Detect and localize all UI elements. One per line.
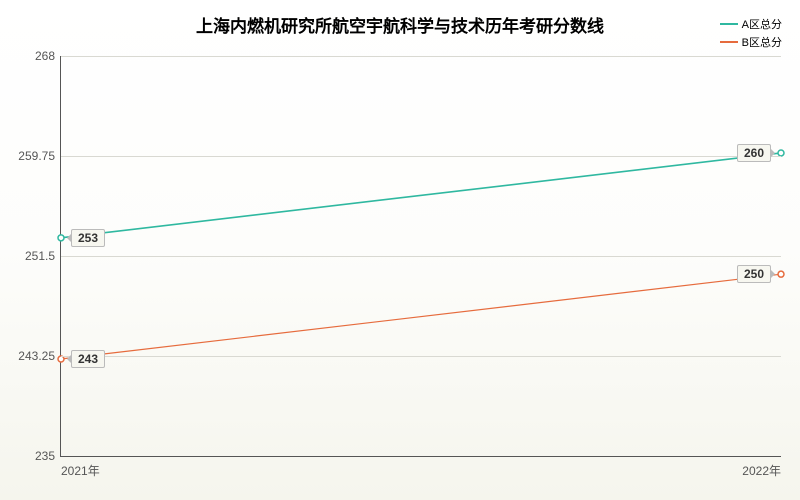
value-label: 250 <box>737 265 771 283</box>
x-tick-label: 2022年 <box>742 456 781 479</box>
y-tick-label: 243.25 <box>18 349 61 363</box>
legend-swatch-b <box>720 41 738 43</box>
legend-item-b: B区总分 <box>720 34 782 50</box>
gridline <box>61 56 781 57</box>
value-label: 253 <box>71 229 105 247</box>
gridline <box>61 256 781 257</box>
legend-label-b: B区总分 <box>742 34 782 50</box>
legend: A区总分 B区总分 <box>720 16 782 52</box>
legend-item-a: A区总分 <box>720 16 782 32</box>
series-line <box>61 274 781 359</box>
y-tick-label: 251.5 <box>25 249 61 263</box>
chart-container: 上海内燃机研究所航空宇航科学与技术历年考研分数线 A区总分 B区总分 235 24… <box>0 0 800 500</box>
value-label: 260 <box>737 144 771 162</box>
legend-label-a: A区总分 <box>742 16 782 32</box>
y-tick-label: 259.75 <box>18 149 61 163</box>
gridline <box>61 356 781 357</box>
gridline <box>61 156 781 157</box>
legend-swatch-a <box>720 23 738 25</box>
y-tick-label: 268 <box>35 49 61 63</box>
value-label: 243 <box>71 350 105 368</box>
series-line <box>61 153 781 238</box>
y-tick-label: 235 <box>35 449 61 463</box>
x-tick-label: 2021年 <box>61 456 100 479</box>
chart-title: 上海内燃机研究所航空宇航科学与技术历年考研分数线 <box>0 12 800 37</box>
plot-area: 235243.25251.5259.752682021年2022年2532602… <box>60 56 781 457</box>
